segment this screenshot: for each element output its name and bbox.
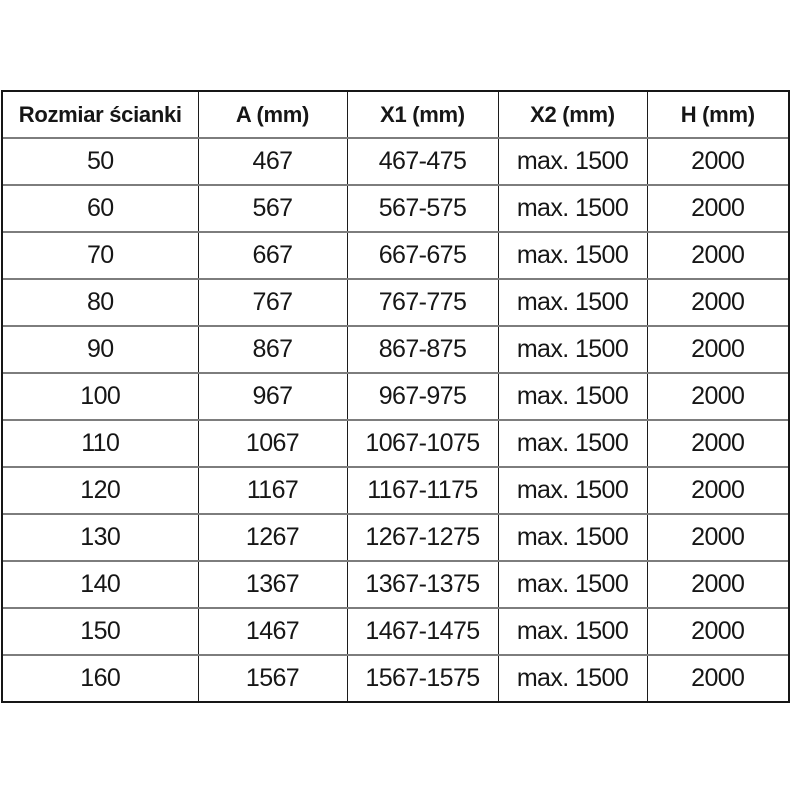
table-cell: 160 xyxy=(3,654,199,701)
table-cell: 567-575 xyxy=(346,184,499,233)
table-cell: 150 xyxy=(3,607,199,656)
table-cell: max. 1500 xyxy=(497,654,648,701)
table-cell: max. 1500 xyxy=(497,137,648,186)
table-cell: 2000 xyxy=(646,325,788,374)
table-cell: 110 xyxy=(3,419,199,468)
table-cell: 140 xyxy=(3,560,199,609)
table-cell: 100 xyxy=(3,372,199,421)
table-row: 130 1267 1267-1275 max. 1500 2000 xyxy=(3,513,788,562)
table-cell: 1067-1075 xyxy=(346,419,499,468)
table-cell: max. 1500 xyxy=(497,466,648,515)
spec-table-frame: Rozmiar ścianki A (mm) X1 (mm) X2 (mm) H (mm… xyxy=(1,90,790,703)
table-row: 150 1467 1467-1475 max. 1500 2000 xyxy=(3,607,788,656)
table-cell: 1067 xyxy=(197,419,348,468)
table-cell: 467 xyxy=(197,137,348,186)
table-cell: max. 1500 xyxy=(497,372,648,421)
table-cell: 1467-1475 xyxy=(346,607,499,656)
table-cell: 567 xyxy=(197,184,348,233)
table-head: Rozmiar ścianki A (mm) X1 (mm) X2 (mm) H (mm… xyxy=(3,92,788,139)
table-row: 50 467 467-475 max. 1500 2000 xyxy=(3,137,788,186)
table-cell: 1267 xyxy=(197,513,348,562)
table-row: 120 1167 1167-1175 max. 1500 2000 xyxy=(3,466,788,515)
table-cell: 667-675 xyxy=(346,231,499,280)
table-row: 70 667 667-675 max. 1500 2000 xyxy=(3,231,788,280)
table-row: 100 967 967-975 max. 1500 2000 xyxy=(3,372,788,421)
table-cell: 60 xyxy=(3,184,199,233)
table-cell: max. 1500 xyxy=(497,184,648,233)
table-cell: 2000 xyxy=(646,184,788,233)
table-cell: max. 1500 xyxy=(497,278,648,327)
table-row: 140 1367 1367-1375 max. 1500 2000 xyxy=(3,560,788,609)
table-cell: 1167 xyxy=(197,466,348,515)
table-cell: 2000 xyxy=(646,278,788,327)
table-cell: 90 xyxy=(3,325,199,374)
table-cell: 667 xyxy=(197,231,348,280)
table-row: 60 567 567-575 max. 1500 2000 xyxy=(3,184,788,233)
table-cell: 1167-1175 xyxy=(346,466,499,515)
table-cell: max. 1500 xyxy=(497,231,648,280)
table-cell: 767-775 xyxy=(346,278,499,327)
table-cell: 1367 xyxy=(197,560,348,609)
table-body: 50 467 467-475 max. 1500 2000 60 567 567-575 max… xyxy=(3,137,788,701)
table-cell: 2000 xyxy=(646,607,788,656)
table-cell: 2000 xyxy=(646,231,788,280)
table-cell: 1467 xyxy=(197,607,348,656)
table-cell: 1267-1275 xyxy=(346,513,499,562)
table-cell: 130 xyxy=(3,513,199,562)
table-row: 80 767 767-775 max. 1500 2000 xyxy=(3,278,788,327)
table-cell: 80 xyxy=(3,278,199,327)
column-header: H (mm) xyxy=(646,92,788,139)
table-cell: 2000 xyxy=(646,137,788,186)
table-cell: 1567 xyxy=(197,654,348,701)
spec-table: Rozmiar ścianki A (mm) X1 (mm) X2 (mm) H (mm… xyxy=(3,92,788,701)
table-cell: 1567-1575 xyxy=(346,654,499,701)
table-cell: 767 xyxy=(197,278,348,327)
column-header: X2 (mm) xyxy=(497,92,648,139)
table-cell: max. 1500 xyxy=(497,560,648,609)
table-cell: max. 1500 xyxy=(497,607,648,656)
table-cell: max. 1500 xyxy=(497,419,648,468)
table-cell: 1367-1375 xyxy=(346,560,499,609)
table-cell: 2000 xyxy=(646,372,788,421)
table-cell: 2000 xyxy=(646,654,788,701)
table-cell: 70 xyxy=(3,231,199,280)
column-header: A (mm) xyxy=(197,92,348,139)
header-row: Rozmiar ścianki A (mm) X1 (mm) X2 (mm) H (mm… xyxy=(3,92,788,139)
column-header: X1 (mm) xyxy=(346,92,499,139)
table-cell: max. 1500 xyxy=(497,513,648,562)
table-cell: 867-875 xyxy=(346,325,499,374)
table-cell: 2000 xyxy=(646,513,788,562)
table-cell: 2000 xyxy=(646,560,788,609)
table-cell: 967-975 xyxy=(346,372,499,421)
table-cell: 2000 xyxy=(646,466,788,515)
table-cell: 467-475 xyxy=(346,137,499,186)
table-row: 90 867 867-875 max. 1500 2000 xyxy=(3,325,788,374)
column-header: Rozmiar ścianki xyxy=(3,92,199,139)
table-row: 160 1567 1567-1575 max. 1500 2000 xyxy=(3,654,788,701)
table-cell: 50 xyxy=(3,137,199,186)
table-cell: 120 xyxy=(3,466,199,515)
table-cell: max. 1500 xyxy=(497,325,648,374)
table-cell: 2000 xyxy=(646,419,788,468)
table-cell: 867 xyxy=(197,325,348,374)
table-row: 110 1067 1067-1075 max. 1500 2000 xyxy=(3,419,788,468)
table-cell: 967 xyxy=(197,372,348,421)
